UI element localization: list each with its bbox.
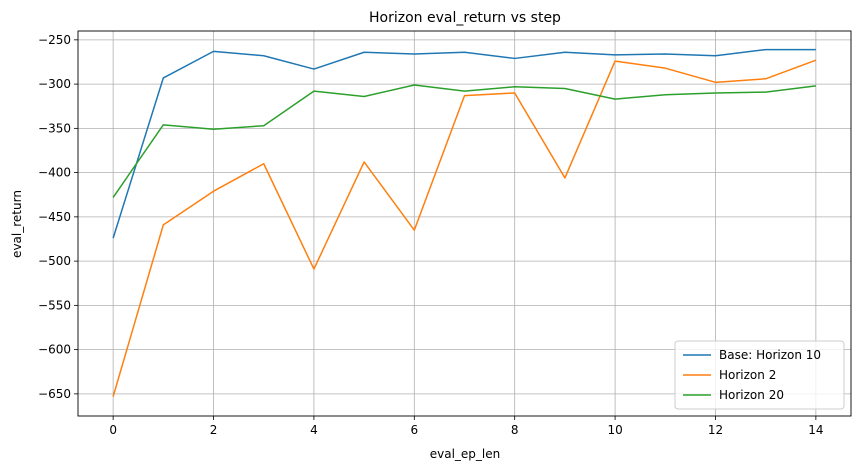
y-axis-label: eval_return — [10, 190, 24, 258]
x-tick-label: 0 — [109, 423, 117, 437]
series-line-horizon-2 — [112, 59, 817, 397]
legend: Base: Horizon 10 Horizon 2 Horizon 20 — [674, 340, 845, 410]
legend-label-horizon-20: Horizon 20 — [719, 388, 784, 402]
legend-box — [674, 340, 845, 410]
x-tick-label: 8 — [511, 423, 519, 437]
y-tick-label: −650 — [38, 387, 71, 401]
x-tick-label: 10 — [607, 423, 622, 437]
chart-title: Horizon eval_return vs step — [369, 10, 561, 26]
legend-label-horizon-2: Horizon 2 — [719, 368, 776, 382]
y-tick-label: −250 — [38, 33, 71, 47]
series-line-base-horizon-10 — [112, 48, 816, 239]
y-tick-label: −450 — [38, 210, 71, 224]
series-line-horizon-20 — [112, 84, 816, 198]
x-tick-label: 14 — [808, 423, 823, 437]
x-tick-label: 12 — [708, 423, 723, 437]
series-lines — [112, 48, 817, 397]
y-tick-label: −350 — [38, 121, 71, 135]
y-tick-label: −550 — [38, 298, 71, 312]
plot-frame — [77, 30, 852, 417]
y-tick-label: −500 — [38, 254, 71, 268]
x-tick-label: 4 — [310, 423, 318, 437]
y-tick-label: −600 — [38, 343, 71, 357]
y-axis-ticks: −650 −600 −550 −500 −450 −400 −350 −300 −250 — [38, 33, 78, 401]
legend-label-base-horizon-10: Base: Horizon 10 — [719, 348, 821, 362]
x-tick-label: 2 — [210, 423, 218, 437]
x-axis-label: eval_ep_len — [430, 447, 501, 461]
x-tick-label: 6 — [410, 423, 418, 437]
y-tick-label: −400 — [38, 166, 71, 180]
x-axis-ticks: 0 2 4 6 8 10 12 14 — [109, 416, 824, 437]
y-tick-label: −300 — [38, 77, 71, 91]
